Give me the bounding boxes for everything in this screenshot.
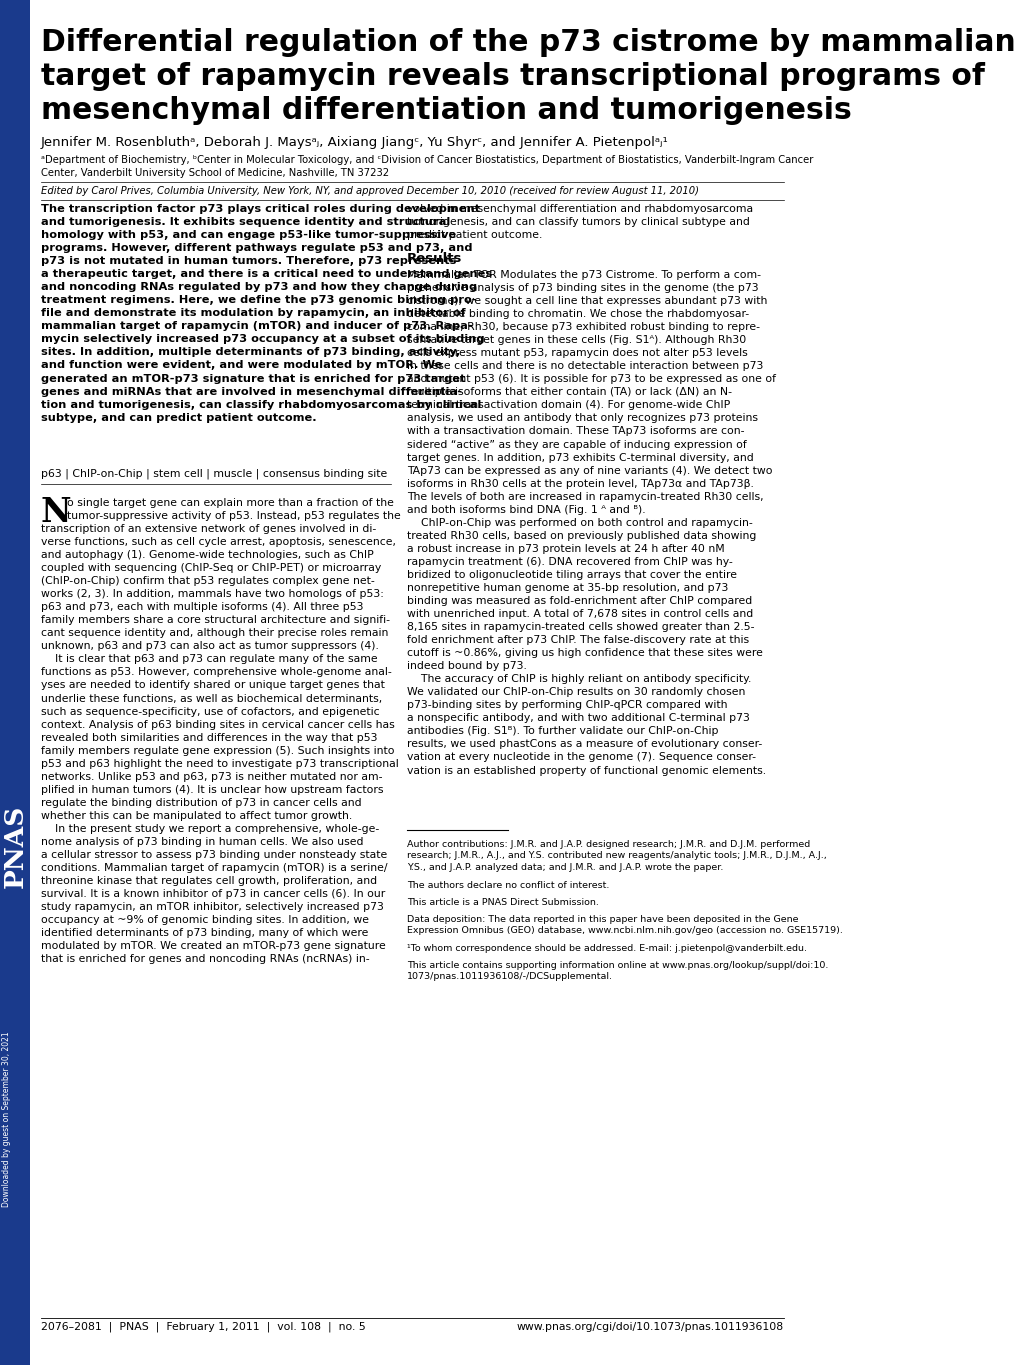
Text: Downloaded by guest on September 30, 2021: Downloaded by guest on September 30, 202… [2,1032,11,1207]
Text: Results: Results [407,253,462,265]
Text: Center, Vanderbilt University School of Medicine, Nashville, TN 37232: Center, Vanderbilt University School of … [41,168,388,177]
Bar [0,0,30,1365]
Text: Jennifer M. Rosenbluthᵃ, Deborah J. Maysᵃⱼ, Aixiang Jiangᶜ, Yu Shyrᶜ, and Jennif: Jennifer M. Rosenbluthᵃ, Deborah J. Mays… [41,136,667,149]
Text: This article contains supporting information online at www.pnas.org/lookup/suppl: This article contains supporting informa… [407,961,827,981]
Text: mesenchymal differentiation and tumorigenesis: mesenchymal differentiation and tumorige… [41,96,851,126]
Text: p63 | ChIP-on-Chip | stem cell | muscle | consensus binding site: p63 | ChIP-on-Chip | stem cell | muscle … [41,468,386,479]
Text: The authors declare no conflict of interest.: The authors declare no conflict of inter… [407,880,609,890]
Text: 2076–2081  |  PNAS  |  February 1, 2011  |  vol. 108  |  no. 5: 2076–2081 | PNAS | February 1, 2011 | vo… [41,1321,365,1332]
Text: N: N [41,495,71,530]
Text: The transcription factor p73 plays critical roles during development
and tumorig: The transcription factor p73 plays criti… [41,203,491,423]
Text: ¹To whom correspondence should be addressed. E-mail: j.pietenpol@vanderbilt.edu.: ¹To whom correspondence should be addres… [407,945,806,953]
Text: tumor-suppressive activity of p53. Instead, p53 regulates the: tumor-suppressive activity of p53. Inste… [67,511,400,521]
Text: This article is a PNAS Direct Submission.: This article is a PNAS Direct Submission… [407,898,598,906]
Text: o single target gene can explain more than a fraction of the: o single target gene can explain more th… [67,498,393,508]
Text: ᵃDepartment of Biochemistry, ᵇCenter in Molecular Toxicology, and ᶜDivision of C: ᵃDepartment of Biochemistry, ᵇCenter in … [41,156,812,165]
Text: PNAS: PNAS [2,804,28,889]
Text: www.pnas.org/cgi/doi/10.1073/pnas.1011936108: www.pnas.org/cgi/doi/10.1073/pnas.101193… [516,1321,783,1332]
Text: Data deposition: The data reported in this paper have been deposited in the Gene: Data deposition: The data reported in th… [407,915,842,935]
Text: Mammalian TOR Modulates the p73 Cistrome. To perform a com-
prehensive analysis : Mammalian TOR Modulates the p73 Cistrome… [407,270,775,775]
Text: Differential regulation of the p73 cistrome by mammalian: Differential regulation of the p73 cistr… [41,29,1014,57]
Text: Edited by Carol Prives, Columbia University, New York, NY, and approved December: Edited by Carol Prives, Columbia Univers… [41,186,698,197]
Text: Author contributions: J.M.R. and J.A.P. designed research; J.M.R. and D.J.M. per: Author contributions: J.M.R. and J.A.P. … [407,839,826,872]
Text: target of rapamycin reveals transcriptional programs of: target of rapamycin reveals transcriptio… [41,61,983,91]
Text: volved in mesenchymal differentiation and rhabdomyosarcoma
tumorigenesis, and ca: volved in mesenchymal differentiation an… [407,203,752,240]
Text: transcription of an extensive network of genes involved in di-
verse functions, : transcription of an extensive network of… [41,524,397,964]
